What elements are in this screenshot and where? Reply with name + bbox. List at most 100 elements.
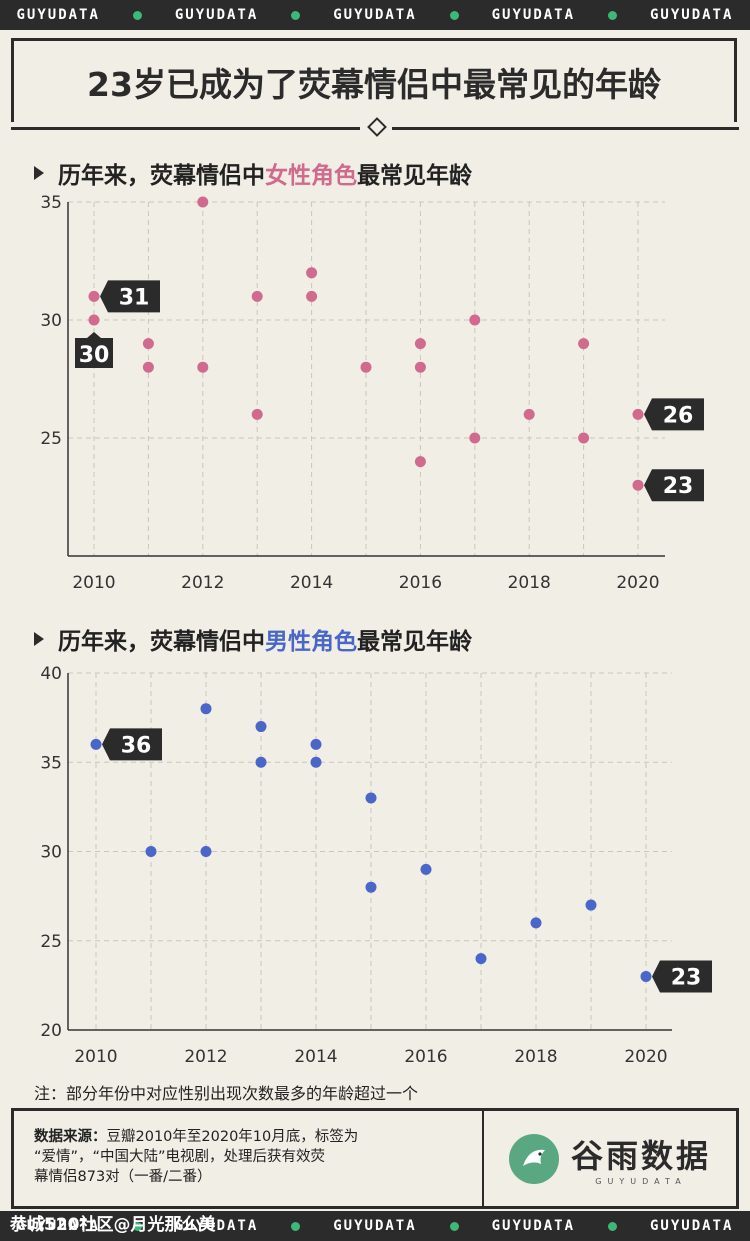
male-title-pre: 历年来，荧幕情侣中 [58, 629, 265, 655]
triangle-icon [34, 632, 44, 646]
data-point [306, 290, 318, 302]
y-tick-label: 40 [40, 664, 62, 684]
y-tick-label: 25 [40, 932, 62, 952]
data-point [469, 314, 481, 326]
female-age-chart: 25 30 35 2010 2012 2014 2016 2018 2020 31 30 26 23 [40, 193, 704, 593]
x-tick-label: 2020 [624, 1047, 667, 1067]
banner-text: GUYUDATA [491, 1218, 576, 1234]
data-point [475, 953, 487, 965]
title-box: 23岁已成为了荧幕情侣中最常见的年龄 [11, 38, 737, 122]
callout-label: 23 [671, 965, 702, 990]
male-title-highlight: 男性角色 [265, 629, 357, 655]
banner-text: GUYUDATA [649, 7, 734, 23]
data-point [200, 703, 212, 715]
data-point [414, 361, 426, 373]
x-tick-label: 2010 [72, 573, 115, 593]
y-tick-label: 25 [40, 429, 62, 449]
data-point [197, 361, 209, 373]
banner-text: GUYUDATA [174, 1218, 259, 1234]
banner-text: GUYUDATA [649, 1218, 734, 1234]
female-title-highlight: 女性角色 [265, 163, 357, 189]
bottom-banner: GUYUDATA GUYUDATA GUYUDATA GUYUDATA GUYUDATA [0, 1211, 750, 1241]
data-point [200, 846, 212, 857]
source-label: 数据来源： [34, 1129, 107, 1145]
callout-tag [100, 280, 160, 313]
data-point [414, 338, 426, 350]
x-tick-label: 2014 [290, 573, 333, 593]
data-point [310, 756, 322, 768]
male-age-chart: 20 25 30 35 40 2010 2012 2014 2016 2018 2020 36 23 [40, 664, 712, 1067]
male-chart-title: 历年来，荧幕情侣中 男性角色 最常见年龄 [34, 622, 472, 656]
callout-label: 36 [121, 733, 152, 758]
data-point [255, 721, 267, 733]
brand: 谷雨数据 GUYUDATA [484, 1111, 736, 1206]
data-point [578, 432, 590, 444]
callout-tag [75, 332, 113, 368]
data-point [88, 290, 100, 302]
banner-dot-icon [608, 1221, 618, 1231]
y-tick-label: 30 [40, 311, 62, 331]
data-point [365, 792, 377, 804]
y-tick-label: 35 [40, 753, 62, 773]
banner-text: GUYUDATA [174, 7, 259, 23]
x-tick-label: 2014 [294, 1047, 337, 1067]
callout-label: 30 [79, 343, 110, 368]
footnote: 注：部分年份中对应性别出现次数最多的年龄超过一个 [34, 1084, 419, 1103]
data-point [360, 361, 372, 373]
banner-dot-icon [449, 10, 459, 20]
title-divider-left [11, 127, 360, 130]
data-point [632, 408, 644, 420]
brand-sub: GUYUDATA [595, 1177, 687, 1186]
male-title-post: 最常见年龄 [357, 629, 472, 655]
data-point [142, 338, 154, 350]
data-point [365, 881, 377, 893]
data-point [255, 756, 267, 768]
banner-dot-icon [291, 10, 301, 20]
banner-text: GUYUDATA [16, 7, 100, 23]
data-point [306, 267, 318, 279]
female-chart-title: 历年来，荧幕情侣中 女性角色 最常见年龄 [34, 156, 472, 190]
callout-label: 26 [663, 403, 694, 428]
data-point [310, 738, 322, 750]
source-line3: 幕情侣873对（一番/二番） [34, 1169, 212, 1185]
watermark: 恭城520社区@月光那么美 [10, 1215, 216, 1235]
callout-tag [644, 469, 704, 502]
data-point [251, 408, 263, 420]
footer-box: 数据来源：豆瓣2010年至2020年10月底，标签为 “爱情”，“中国大陆”电视… [11, 1108, 739, 1209]
x-tick-label: 2012 [184, 1047, 227, 1067]
x-tick-label: 2016 [404, 1047, 447, 1067]
triangle-icon [34, 166, 44, 180]
bird-logo-icon [508, 1133, 559, 1184]
y-tick-label: 20 [40, 1021, 62, 1041]
data-point [145, 846, 157, 857]
data-point [523, 408, 535, 420]
female-title-pre: 历年来，荧幕情侣中 [58, 163, 265, 189]
callout-tag [644, 398, 704, 431]
data-point [90, 738, 102, 750]
x-tick-label: 2016 [399, 573, 442, 593]
data-point [530, 917, 542, 929]
data-point [632, 479, 644, 491]
data-source: 数据来源：豆瓣2010年至2020年10月底，标签为 “爱情”，“中国大陆”电视… [14, 1111, 484, 1206]
banner-text: GUYUDATA [333, 1218, 417, 1234]
data-point [142, 361, 154, 373]
data-point [197, 196, 209, 208]
banner-dot-icon [132, 10, 142, 20]
source-line2: “爱情”，“中国大陆”电视剧，处理后获有效荧 [34, 1149, 326, 1165]
data-point [578, 338, 590, 350]
banner-dot-icon [449, 1221, 459, 1231]
banner-text: GUYUDATA [16, 1218, 100, 1234]
y-tick-label: 35 [40, 193, 62, 213]
banner-dot-icon [132, 1221, 142, 1231]
data-point [88, 314, 100, 326]
callout-tag [652, 960, 712, 993]
x-tick-label: 2020 [616, 573, 659, 593]
data-point [251, 290, 263, 302]
source-line1: 豆瓣2010年至2020年10月底，标签为 [106, 1129, 359, 1145]
banner-dot-icon [608, 10, 618, 20]
x-tick-label: 2012 [181, 573, 224, 593]
female-title-post: 最常见年龄 [357, 163, 472, 189]
top-banner: GUYUDATA GUYUDATA GUYUDATA GUYUDATA GUYUDATA [0, 0, 750, 30]
data-point [585, 899, 597, 911]
title-divider-right [392, 127, 739, 130]
